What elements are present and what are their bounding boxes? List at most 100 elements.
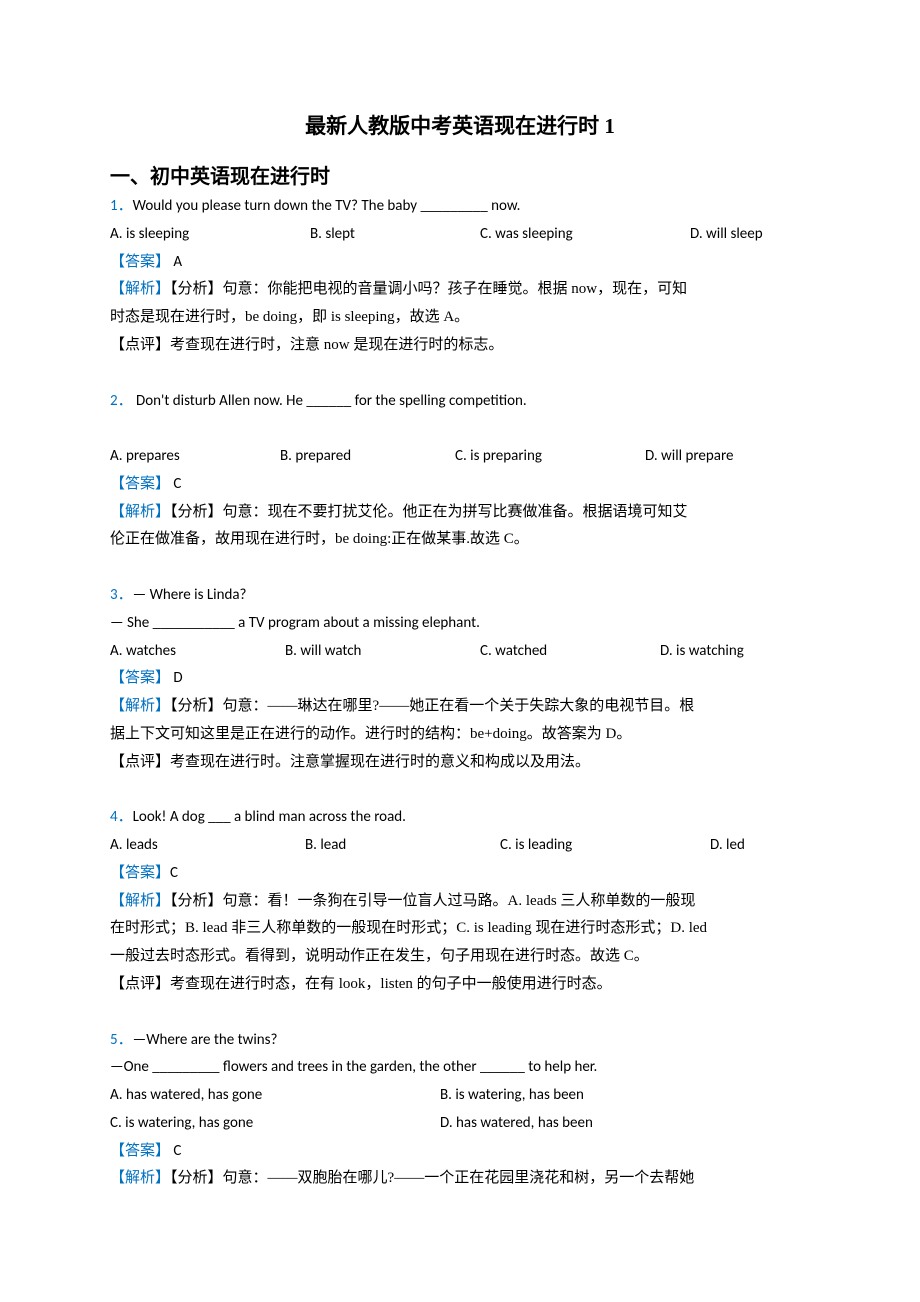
- options-row: A. leadsB. leadC. is leadingD. led: [110, 832, 810, 860]
- question-stem: 1．Would you please turn down the TV? The…: [110, 193, 810, 221]
- dianping-label: 【点评】: [110, 976, 170, 992]
- option: D. has watered, has been: [440, 1110, 593, 1138]
- analysis-text: 句意：看！一条狗在引导一位盲人过马路。A. leads 三人称单数的一般现: [223, 893, 696, 909]
- blank-line: [110, 415, 810, 443]
- option: B. lead: [305, 832, 500, 860]
- analysis-line: 一般过去时态形式。看得到，说明动作正在发生，句子用现在进行时态。故选 C。: [110, 943, 810, 971]
- option: D. will sleep: [690, 221, 763, 249]
- fenxi-label: 【分析】: [170, 698, 223, 714]
- fenxi-label: 【分析】: [170, 504, 223, 520]
- question-text: — Where is Linda?: [133, 586, 247, 604]
- analysis-line: 【解析】【分析】句意：——琳达在哪里?——她正在看一个关于失踪大象的电视节目。根: [110, 693, 810, 721]
- question-block: 3．— Where is Linda?— She ___________ a T…: [110, 582, 810, 776]
- option: A. has watered, has gone: [110, 1082, 440, 1110]
- analysis-text: 一般过去时态形式。看得到，说明动作正在发生，句子用现在进行时态。故选 C。: [110, 948, 649, 964]
- dianping-text: 考查现在进行时，注意 now 是现在进行时的标志。: [170, 337, 503, 353]
- analysis-label: 【解析】: [110, 893, 170, 909]
- question-stem: 3．— Where is Linda?: [110, 582, 810, 610]
- question-stem: 4．Look! A dog ___ a blind man across the…: [110, 804, 810, 832]
- option: D. is watching: [660, 638, 744, 666]
- options-row: A. has watered, has goneB. is watering, …: [110, 1082, 810, 1110]
- answer-value: D: [170, 669, 183, 687]
- analysis-text: 句意：你能把电视的音量调小吗？孩子在睡觉。根据 now，现在，可知: [223, 281, 688, 297]
- question-number: 4．: [110, 808, 133, 826]
- answer-line: 【答案】 C: [110, 471, 810, 499]
- question-text: Would you please turn down the TV? The b…: [133, 197, 521, 215]
- fenxi-label: 【分析】: [170, 893, 223, 909]
- analysis-line: 【解析】【分析】句意：看！一条狗在引导一位盲人过马路。A. leads 三人称单…: [110, 888, 810, 916]
- analysis-label: 【解析】: [110, 281, 170, 297]
- analysis-line: 在时形式；B. lead 非三人称单数的一般现在时形式；C. is leadin…: [110, 915, 810, 943]
- dianping-label: 【点评】: [110, 754, 170, 770]
- analysis-label: 【解析】: [110, 698, 170, 714]
- analysis-line: 【解析】【分析】句意：现在不要打扰艾伦。他正在为拼写比赛做准备。根据语境可知艾: [110, 499, 810, 527]
- option: C. watched: [480, 638, 660, 666]
- analysis-line: 据上下文可知这里是正在进行的动作。进行时的结构：be+doing。故答案为 D。: [110, 721, 810, 749]
- answer-line: 【答案】 D: [110, 665, 810, 693]
- dianping-text: 考查现在进行时。注意掌握现在进行时的意义和构成以及用法。: [170, 754, 590, 770]
- analysis-text: 据上下文可知这里是正在进行的动作。进行时的结构：be+doing。故答案为 D。: [110, 726, 631, 742]
- option: A. watches: [110, 638, 285, 666]
- question-stem: 5．—Where are the twins?: [110, 1027, 810, 1055]
- question-text: —Where are the twins?: [133, 1031, 278, 1049]
- questions-list: 1．Would you please turn down the TV? The…: [110, 193, 810, 1193]
- option: C. was sleeping: [480, 221, 690, 249]
- question-text: Look! A dog ___ a blind man across the r…: [133, 808, 406, 826]
- option: B. will watch: [285, 638, 480, 666]
- options-row: A. is sleepingB. sleptC. was sleepingD. …: [110, 221, 810, 249]
- options-row: A. preparesB. preparedC. is preparingD. …: [110, 443, 810, 471]
- answer-value: C: [170, 1142, 181, 1160]
- option: B. slept: [310, 221, 480, 249]
- analysis-line: 时态是现在进行时，be doing，即 is sleeping，故选 A。: [110, 304, 810, 332]
- question-number: 5．: [110, 1031, 133, 1049]
- question-block: 1．Would you please turn down the TV? The…: [110, 193, 810, 360]
- answer-value: C: [170, 864, 178, 882]
- question-text: Don't disturb Allen now. He ______ for t…: [133, 392, 527, 410]
- analysis-line: 【解析】【分析】句意：你能把电视的音量调小吗？孩子在睡觉。根据 now，现在，可…: [110, 276, 810, 304]
- option: C. is preparing: [455, 443, 645, 471]
- analysis-text: 在时形式；B. lead 非三人称单数的一般现在时形式；C. is leadin…: [110, 920, 707, 936]
- question-block: 4．Look! A dog ___ a blind man across the…: [110, 804, 810, 998]
- dianping-line: 【点评】考查现在进行时。注意掌握现在进行时的意义和构成以及用法。: [110, 749, 810, 777]
- question-number: 3．: [110, 586, 133, 604]
- analysis-line: 伦正在做准备，故用现在进行时，be doing:正在做某事.故选 C。: [110, 526, 810, 554]
- analysis-text: 句意：现在不要打扰艾伦。他正在为拼写比赛做准备。根据语境可知艾: [223, 504, 688, 520]
- options-row: C. is watering, has goneD. has watered, …: [110, 1110, 810, 1138]
- question-extra-stem: — She ___________ a TV program about a m…: [110, 610, 810, 638]
- analysis-text: 句意：——琳达在哪里?——她正在看一个关于失踪大象的电视节目。根: [223, 698, 695, 714]
- analysis-text: 句意：——双胞胎在哪儿?——一个正在花园里浇花和树，另一个去帮她: [223, 1170, 695, 1186]
- analysis-text: 伦正在做准备，故用现在进行时，be doing:正在做某事.故选 C。: [110, 531, 529, 547]
- option: C. is leading: [500, 832, 710, 860]
- option: B. is watering, has been: [440, 1082, 584, 1110]
- fenxi-label: 【分析】: [170, 1170, 223, 1186]
- option: A. prepares: [110, 443, 280, 471]
- analysis-label: 【解析】: [110, 504, 170, 520]
- section-heading: 一、初中英语现在进行时: [110, 160, 810, 189]
- option: C. is watering, has gone: [110, 1110, 440, 1138]
- fenxi-label: 【分析】: [170, 281, 223, 297]
- option: A. is sleeping: [110, 221, 310, 249]
- option: A. leads: [110, 832, 305, 860]
- question-number: 1．: [110, 197, 133, 215]
- page-title: 最新人教版中考英语现在进行时 1: [110, 110, 810, 140]
- dianping-line: 【点评】考查现在进行时，注意 now 是现在进行时的标志。: [110, 332, 810, 360]
- analysis-line: 【解析】【分析】句意：——双胞胎在哪儿?——一个正在花园里浇花和树，另一个去帮她: [110, 1165, 810, 1193]
- question-block: 2． Don't disturb Allen now. He ______ fo…: [110, 388, 810, 555]
- answer-line: 【答案】C: [110, 860, 810, 888]
- question-number: 2．: [110, 392, 133, 410]
- question-extra-stem: —One _________ flowers and trees in the …: [110, 1054, 810, 1082]
- option: B. prepared: [280, 443, 455, 471]
- answer-value: A: [170, 253, 182, 271]
- answer-label: 【答案】: [110, 865, 170, 881]
- answer-label: 【答案】: [110, 670, 170, 686]
- answer-line: 【答案】 C: [110, 1138, 810, 1166]
- option: D. led: [710, 832, 745, 860]
- analysis-text: 时态是现在进行时，be doing，即 is sleeping，故选 A。: [110, 309, 469, 325]
- answer-label: 【答案】: [110, 1143, 170, 1159]
- answer-value: C: [170, 475, 181, 493]
- analysis-label: 【解析】: [110, 1170, 170, 1186]
- question-stem: 2． Don't disturb Allen now. He ______ fo…: [110, 388, 810, 416]
- answer-label: 【答案】: [110, 254, 170, 270]
- dianping-text: 考查现在进行时态，在有 look，listen 的句子中一般使用进行时态。: [170, 976, 612, 992]
- options-row: A. watchesB. will watchC. watchedD. is w…: [110, 638, 810, 666]
